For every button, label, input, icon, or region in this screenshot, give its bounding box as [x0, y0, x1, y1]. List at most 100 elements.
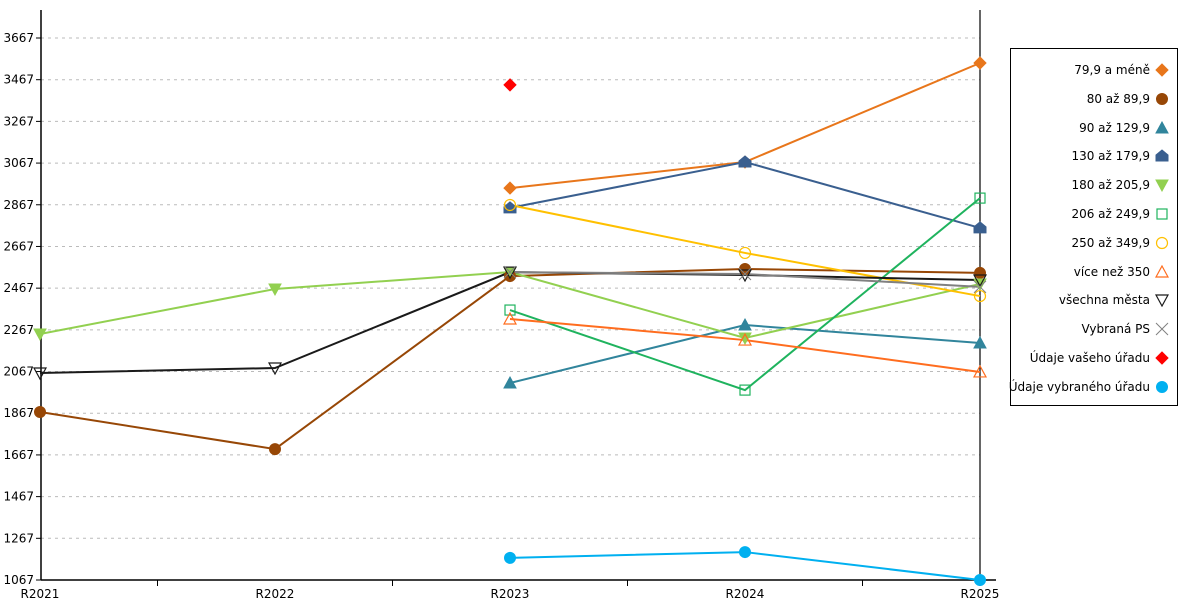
legend-marker-icon — [1155, 264, 1169, 278]
series-markers — [32, 56, 988, 586]
series-line-5 — [509, 197, 981, 392]
legend-label: Údaje vašeho úřadu — [1029, 351, 1150, 365]
data-point-3-4 — [973, 221, 987, 234]
legend-marker-icon — [1155, 322, 1169, 336]
y-tick-label: 3667 — [3, 31, 34, 45]
legend-marker-icon — [1155, 236, 1169, 249]
axes — [36, 10, 996, 586]
legend-label: 206 až 249,9 — [1071, 207, 1150, 221]
data-point-5-2 — [504, 304, 516, 316]
legend-label: 250 až 349,9 — [1071, 235, 1150, 250]
data-point-5-4 — [974, 192, 986, 204]
series-line-3 — [509, 161, 981, 229]
data-point-9-2 — [503, 265, 517, 279]
legend-marker-icon — [1155, 294, 1169, 308]
legend-label: 80 až 89,9 — [1086, 91, 1150, 106]
legend-item: Údaje vašeho úřadu — [1030, 349, 1169, 367]
legend-item: 180 až 205,9 — [1071, 176, 1169, 194]
data-point-6-2 — [503, 198, 517, 212]
y-tick-label: 1067 — [3, 573, 34, 587]
y-tick-label: 2267 — [3, 323, 34, 337]
legend-item: 206 až 249,9 — [1071, 205, 1169, 223]
x-tick-label: R2024 — [726, 587, 765, 600]
series-line-1 — [39, 267, 981, 451]
data-point-8-2 — [502, 266, 518, 280]
data-point-2-4 — [973, 335, 987, 349]
legend-marker-icon — [1155, 351, 1169, 365]
data-point-7-3 — [737, 332, 753, 346]
series-line-8 — [39, 271, 981, 374]
legend-marker-icon — [1155, 149, 1169, 162]
legend-item: 80 až 89,9 — [1087, 90, 1169, 108]
data-point-7-4 — [972, 364, 988, 378]
legend-item: Údaje vybraného úřadu — [1009, 378, 1169, 396]
y-tick-label: 2067 — [3, 365, 34, 379]
legend: 79,9 a méně 80 až 89,9 90 až 129,9 130 až 1… — [1009, 48, 1178, 406]
data-point-11-3 — [739, 546, 751, 559]
legend-label: 180 až 205,9 — [1071, 178, 1150, 193]
y-axis-tick-labels: 1067 1267 1467 1667 1867 2067 2267 2467 2667 2867… — [3, 31, 34, 587]
legend-item: 130 až 179,9 — [1071, 147, 1169, 165]
x-tick-label: R2023 — [491, 587, 530, 600]
data-point-4-0 — [33, 328, 47, 342]
legend-item: 79,9 a méně — [1074, 61, 1169, 79]
y-tick-label: 3467 — [3, 73, 34, 87]
x-tick-label: R2025 — [961, 587, 1000, 600]
series-line-0 — [509, 62, 981, 190]
data-point-11-2 — [504, 551, 516, 564]
data-point-3-3 — [738, 155, 752, 168]
data-point-1-0 — [34, 405, 46, 418]
x-tick-label: R2022 — [256, 587, 295, 600]
data-point-0-2 — [503, 181, 517, 195]
data-point-8-3 — [737, 269, 753, 283]
data-point-8-4 — [972, 274, 988, 288]
legend-item: Vybraná PS — [1081, 320, 1169, 338]
data-point-6-3 — [738, 246, 752, 260]
legend-marker-icon — [1156, 92, 1168, 105]
x-axis-tick-labels: R2021 R2022 R2023 R2024 R2025 — [21, 587, 1000, 600]
data-point-4-1 — [268, 283, 282, 297]
legend-label: všechna města — [1058, 293, 1150, 308]
gridlines — [41, 37, 980, 539]
y-tick-label: 1467 — [3, 490, 34, 504]
x-tick-label: R2021 — [21, 587, 60, 600]
y-tick-label: 3067 — [3, 156, 34, 170]
data-point-6-4 — [973, 289, 987, 303]
series-lines — [39, 62, 981, 581]
legend-label: Vybraná PS — [1081, 322, 1150, 337]
legend-label: 90 až 129,9 — [1079, 120, 1150, 135]
legend-item: více než 350 — [1074, 263, 1169, 281]
data-point-3-2 — [503, 201, 517, 214]
y-tick-label: 1267 — [3, 531, 34, 545]
y-tick-label: 3267 — [3, 114, 34, 128]
y-tick-label: 2667 — [3, 239, 34, 253]
legend-marker-icon — [1155, 179, 1169, 193]
legend-item: 250 až 349,9 — [1071, 234, 1169, 252]
data-point-9-4 — [973, 280, 987, 294]
y-tick-label: 1667 — [3, 448, 34, 462]
data-point-8-0 — [32, 367, 48, 381]
legend-label: 130 až 179,9 — [1071, 149, 1150, 164]
legend-label: 79,9 a méně — [1074, 63, 1150, 77]
data-point-8-1 — [267, 362, 283, 376]
legend-marker-icon — [1156, 380, 1168, 393]
data-point-11-4 — [974, 574, 986, 586]
legend-marker-icon — [1155, 120, 1169, 134]
data-point-0-4 — [973, 56, 987, 70]
y-tick-label: 2467 — [3, 281, 34, 295]
data-point-1-4 — [974, 266, 986, 279]
y-tick-label: 2867 — [3, 198, 34, 212]
data-point-2-2 — [503, 375, 517, 389]
data-point-5-3 — [739, 384, 751, 396]
data-point-9-3 — [738, 267, 752, 281]
legend-marker-icon — [1156, 208, 1168, 220]
legend-item: všechna města — [1059, 291, 1169, 309]
y-tick-label: 1867 — [3, 406, 34, 420]
legend-label: více než 350 — [1073, 264, 1150, 279]
legend-item: 90 až 129,9 — [1079, 119, 1169, 137]
data-point-1-1 — [269, 443, 281, 456]
data-point-2-3 — [738, 318, 752, 331]
data-point-7-2 — [502, 311, 518, 325]
data-point-10-2 — [503, 78, 517, 92]
